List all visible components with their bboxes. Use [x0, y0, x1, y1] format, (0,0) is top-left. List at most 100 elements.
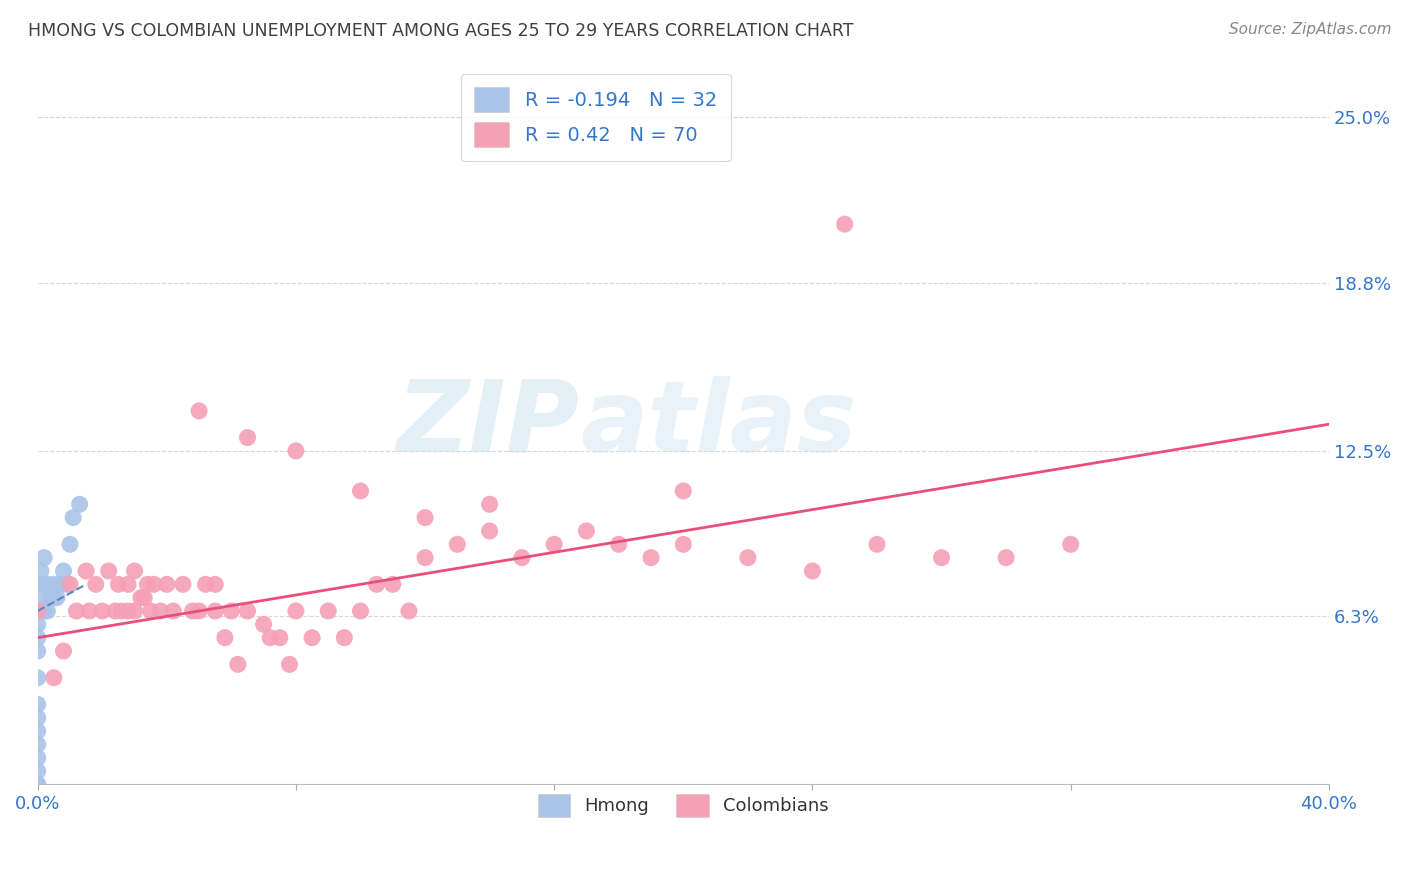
Point [107, 577, 129, 591]
Point [42, 591, 65, 605]
Point [236, 431, 259, 445]
Point [188, 604, 211, 618]
Point [27, 738, 49, 752]
Point [381, 577, 404, 591]
Point [30, 604, 52, 618]
Point [27, 631, 49, 645]
Point [156, 577, 179, 591]
Point [27, 698, 49, 712]
Point [349, 483, 371, 498]
Point [62, 510, 84, 524]
Point [69, 497, 91, 511]
Point [30, 577, 52, 591]
Point [124, 564, 146, 578]
Point [446, 537, 468, 551]
Point [52, 564, 75, 578]
Point [259, 631, 281, 645]
Point [27, 604, 49, 618]
Point [278, 657, 301, 672]
Point [49, 577, 72, 591]
Point [32, 550, 55, 565]
Point [543, 537, 565, 551]
Point [117, 577, 139, 591]
Point [221, 604, 243, 618]
Point [124, 604, 146, 618]
Point [284, 444, 307, 458]
Point [226, 657, 249, 672]
Point [253, 617, 276, 632]
Text: HMONG VS COLOMBIAN UNEMPLOYMENT AMONG AGES 25 TO 29 YEARS CORRELATION CHART: HMONG VS COLOMBIAN UNEMPLOYMENT AMONG AG… [28, 22, 853, 40]
Point [27, 617, 49, 632]
Point [91, 604, 114, 618]
Point [75, 564, 97, 578]
Point [129, 591, 152, 605]
Point [333, 631, 356, 645]
Point [55, 577, 77, 591]
Point [349, 604, 371, 618]
Point [995, 550, 1018, 565]
Point [30, 564, 52, 578]
Point [27, 671, 49, 685]
Point [316, 604, 339, 618]
Point [79, 604, 101, 618]
Point [37, 577, 59, 591]
Point [32, 604, 55, 618]
Point [172, 577, 194, 591]
Point [139, 604, 162, 618]
Point [214, 631, 236, 645]
Point [134, 591, 156, 605]
Point [510, 550, 533, 565]
Point [30, 591, 52, 605]
Point [607, 537, 630, 551]
Point [27, 604, 49, 618]
Text: atlas: atlas [581, 376, 856, 473]
Point [37, 604, 59, 618]
Point [672, 483, 695, 498]
Point [413, 550, 436, 565]
Point [117, 604, 139, 618]
Point [284, 604, 307, 618]
Point [42, 671, 65, 685]
Point [931, 550, 953, 565]
Point [27, 750, 49, 764]
Point [188, 404, 211, 418]
Point [269, 631, 291, 645]
Point [801, 564, 824, 578]
Point [27, 777, 49, 791]
Point [65, 604, 87, 618]
Point [834, 217, 856, 231]
Point [398, 604, 420, 618]
Point [97, 564, 120, 578]
Point [181, 604, 204, 618]
Point [301, 631, 323, 645]
Point [737, 550, 759, 565]
Point [640, 550, 662, 565]
Point [672, 537, 695, 551]
Point [27, 711, 49, 725]
Point [204, 577, 226, 591]
Point [236, 604, 259, 618]
Point [194, 577, 217, 591]
Point [204, 604, 226, 618]
Point [142, 577, 165, 591]
Text: Source: ZipAtlas.com: Source: ZipAtlas.com [1229, 22, 1392, 37]
Legend: Hmong, Colombians: Hmong, Colombians [529, 785, 838, 826]
Point [162, 604, 184, 618]
Point [84, 577, 107, 591]
Point [27, 724, 49, 739]
Point [59, 537, 82, 551]
Point [413, 510, 436, 524]
Point [149, 604, 172, 618]
Text: ZIP: ZIP [396, 376, 581, 473]
Point [27, 644, 49, 658]
Point [575, 524, 598, 538]
Point [27, 764, 49, 778]
Point [478, 524, 501, 538]
Point [39, 591, 62, 605]
Point [366, 577, 388, 591]
Point [32, 577, 55, 591]
Point [42, 577, 65, 591]
Point [478, 497, 501, 511]
Point [46, 591, 69, 605]
Point [27, 777, 49, 791]
